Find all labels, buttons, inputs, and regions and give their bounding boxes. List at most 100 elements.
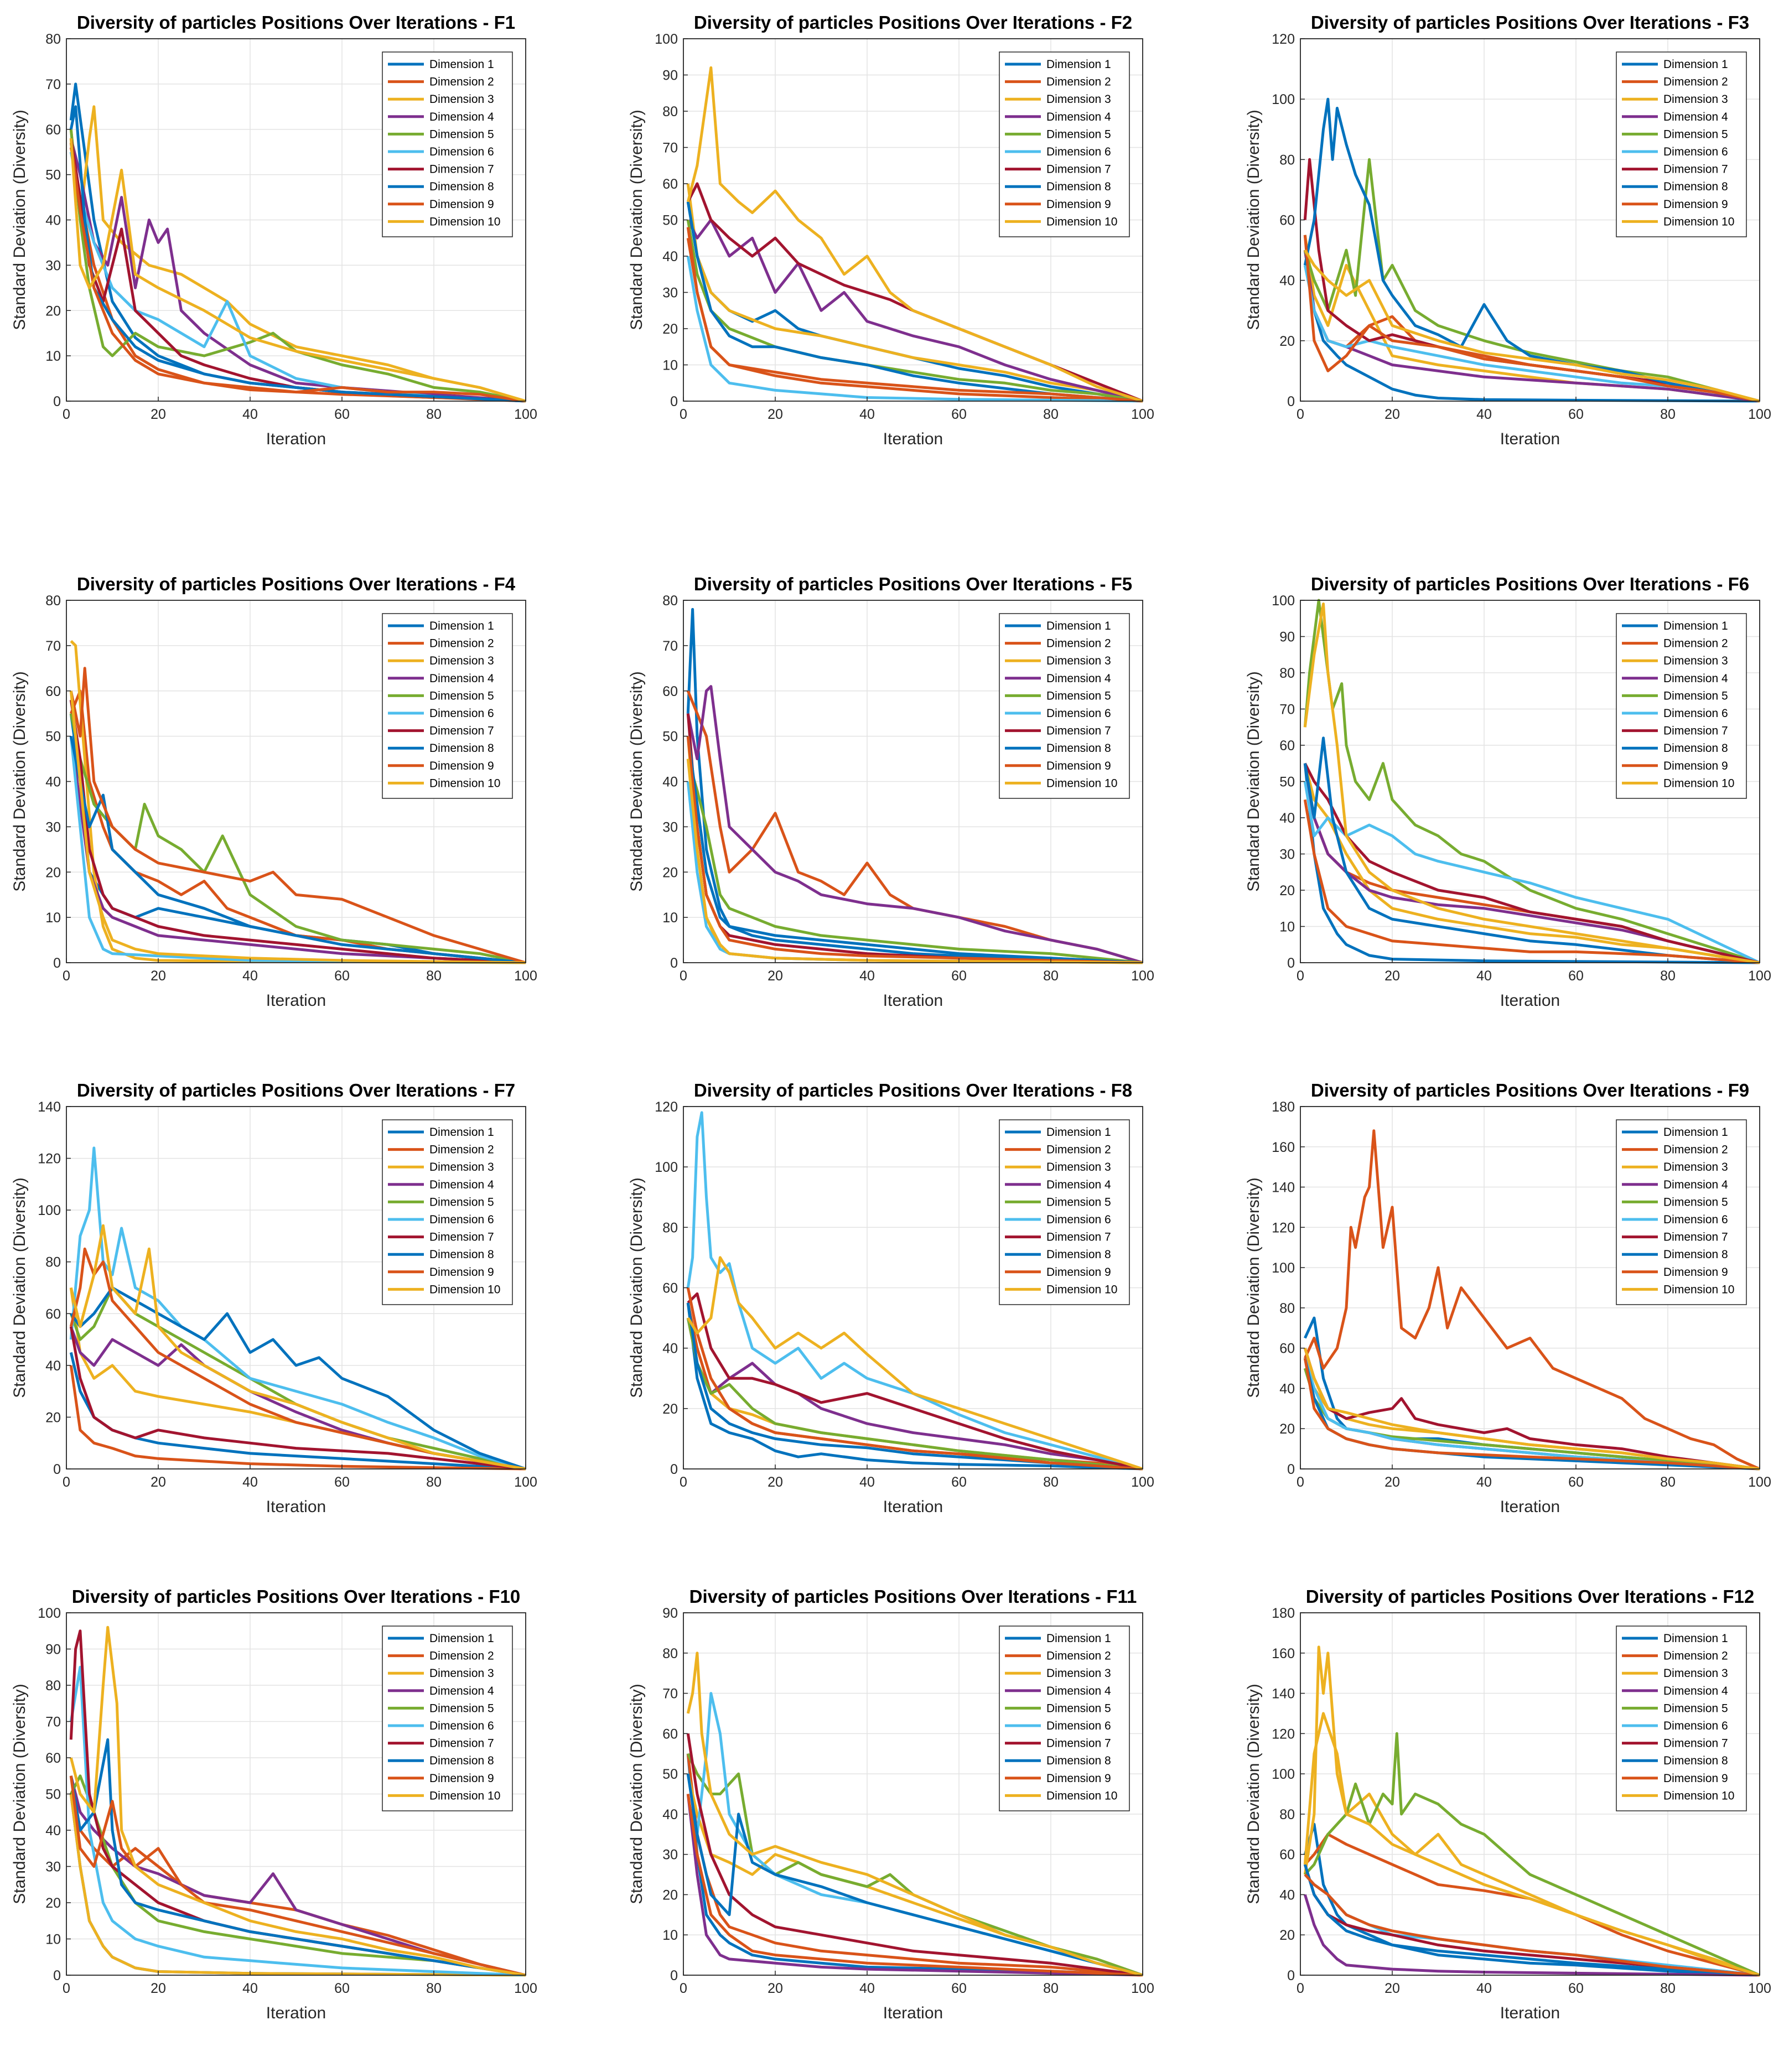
legend-label-dimension-1: Dimension 1 (429, 1126, 494, 1139)
series-line-dimension-2 (1304, 1129, 1761, 1471)
y-tick-label: 40 (45, 775, 61, 790)
series-line-dimension-2 (686, 690, 1143, 964)
series-line-dimension-10 (69, 138, 526, 403)
y-tick-label: 120 (1272, 1726, 1295, 1742)
x-tick-label: 0 (63, 968, 70, 984)
legend-label-dimension-4: Dimension 4 (429, 672, 494, 685)
x-tick-label: 100 (1748, 1981, 1771, 1996)
series-line-dimension-5 (686, 758, 1143, 964)
x-tick-label: 20 (1384, 968, 1400, 984)
series-line-dimension-3 (69, 105, 526, 403)
y-tick-label: 180 (1272, 1099, 1295, 1115)
chart-svg-f1: 0 20 40 60 80 100 0 10 20 30 40 50 60 70 80 Diversity o… (11, 12, 537, 448)
y-tick-label: 0 (53, 394, 61, 409)
y-tick-label: 70 (662, 638, 678, 654)
series-line-dimension-6 (69, 736, 526, 964)
y-tick-label: 40 (45, 1823, 61, 1839)
legend-label-dimension-3: Dimension 3 (1046, 1667, 1111, 1680)
x-tick-label: 100 (1748, 968, 1771, 984)
chart-title: Diversity of particles Positions Over It… (694, 574, 1132, 594)
x-tick-label: 80 (426, 1474, 442, 1490)
legend-label-dimension-6: Dimension 6 (429, 1213, 494, 1226)
chart-panel-f5: 0 20 40 60 80 100 0 10 20 30 40 50 60 70 80 Diversity o… (617, 562, 1198, 1060)
chart-title: Diversity of particles Positions Over It… (1311, 1080, 1749, 1100)
y-tick-label: 80 (662, 593, 678, 609)
y-tick-label: 90 (1279, 630, 1295, 645)
legend-label-dimension-8: Dimension 8 (1046, 1248, 1111, 1261)
series-line-dimension-10 (1304, 249, 1760, 403)
axes-frame (66, 1106, 526, 1469)
series-line-dimension-5 (69, 1286, 526, 1471)
chart-title: Diversity of particles Positions Over It… (77, 12, 515, 33)
y-tick-label: 20 (662, 321, 678, 337)
x-tick-label: 40 (859, 1474, 875, 1490)
y-tick-label: 40 (45, 1358, 61, 1374)
x-tick-label: 60 (1568, 1981, 1584, 1996)
x-tick-label: 20 (151, 968, 166, 984)
y-tick-label: 30 (45, 819, 61, 835)
chart-svg-f12: 0 20 40 60 80 100 0 20 40 60 80 100 120 140 160 180 Dive… (1244, 1586, 1771, 2022)
y-tick-label: 50 (662, 1767, 678, 1782)
legend-label-dimension-10: Dimension 10 (1046, 215, 1117, 228)
y-tick-label: 10 (662, 910, 678, 926)
legend-label-dimension-2: Dimension 2 (1663, 1650, 1728, 1663)
series-line-dimension-4 (69, 138, 526, 403)
x-tick-label: 40 (1476, 1474, 1492, 1490)
legend-label-dimension-8: Dimension 8 (1046, 180, 1111, 193)
y-tick-label: 30 (1279, 847, 1295, 863)
x-tick-label: 100 (1748, 407, 1771, 422)
x-tick-label: 40 (1476, 968, 1492, 984)
legend-label-dimension-9: Dimension 9 (1663, 760, 1728, 772)
legend-label-dimension-9: Dimension 9 (1046, 760, 1111, 772)
legend-label-dimension-1: Dimension 1 (1046, 1126, 1111, 1139)
x-tick-label: 20 (768, 968, 783, 984)
chart-title: Diversity of particles Positions Over It… (77, 1080, 515, 1100)
series-line-dimension-1 (1303, 235, 1760, 403)
x-tick-label: 80 (1660, 1474, 1676, 1490)
legend-label-dimension-6: Dimension 6 (429, 707, 494, 720)
legend-label-dimension-2: Dimension 2 (1046, 1650, 1111, 1663)
y-tick-label: 70 (45, 77, 61, 92)
y-tick-label: 60 (1279, 738, 1295, 754)
chart-panel-f6: 0 20 40 60 80 100 0 10 20 30 40 50 60 70 80 90 100 Divers… (1234, 562, 1789, 1060)
series-line-dimension-4 (1303, 1894, 1760, 1977)
legend-label-dimension-6: Dimension 6 (1663, 1213, 1728, 1226)
legend-label-dimension-6: Dimension 6 (429, 146, 494, 158)
y-tick-label: 100 (1272, 1767, 1295, 1782)
chart-title: Diversity of particles Positions Over It… (694, 1080, 1132, 1100)
legend-label-dimension-9: Dimension 9 (429, 1266, 494, 1279)
x-tick-label: 60 (951, 1981, 967, 1996)
series-line-dimension-9 (686, 736, 1143, 964)
y-tick-label: 50 (662, 729, 678, 745)
y-tick-label: 30 (662, 285, 678, 301)
legend-label-dimension-7: Dimension 7 (429, 1231, 494, 1244)
chart-panel-f12: 0 20 40 60 80 100 0 20 40 60 80 100 120 140 160 180 Dive… (1234, 1574, 1789, 2072)
y-tick-label: 70 (662, 1686, 678, 1702)
series-line-dimension-3 (686, 183, 1143, 403)
series-line-dimension-8 (686, 201, 1143, 403)
series-line-dimension-5 (69, 129, 526, 403)
x-axis-label: Iteration (883, 1498, 943, 1516)
legend-label-dimension-6: Dimension 6 (1046, 1720, 1111, 1732)
y-tick-label: 100 (38, 1203, 61, 1218)
y-tick-label: 100 (1272, 1260, 1295, 1276)
x-tick-label: 40 (859, 1981, 875, 1996)
legend-label-dimension-1: Dimension 1 (429, 1632, 494, 1645)
legend-label-dimension-5: Dimension 5 (1046, 128, 1111, 141)
legend-label-dimension-8: Dimension 8 (429, 742, 494, 755)
chart-svg-f10: 0 20 40 60 80 100 0 10 20 30 40 50 60 70 80 90 100 Divers… (11, 1586, 537, 2022)
y-tick-label: 140 (38, 1099, 61, 1115)
y-tick-label: 100 (38, 1606, 61, 1621)
y-axis-label: Standard Deviation (Diversity) (11, 110, 29, 330)
x-tick-label: 0 (63, 1981, 70, 1996)
y-tick-label: 80 (45, 593, 61, 609)
y-tick-label: 20 (1279, 1928, 1295, 1943)
y-tick-label: 60 (662, 1726, 678, 1742)
chart-panel-f2: 0 20 40 60 80 100 0 10 20 30 40 50 60 70 80 90 100 Divers… (617, 0, 1198, 498)
y-tick-label: 50 (1279, 775, 1295, 790)
series-line-dimension-10 (687, 1256, 1143, 1471)
series-line-dimension-10 (1303, 603, 1760, 964)
series-line-dimension-9 (686, 1287, 1143, 1471)
y-tick-label: 70 (662, 141, 678, 156)
x-tick-label: 100 (1131, 1981, 1154, 1996)
